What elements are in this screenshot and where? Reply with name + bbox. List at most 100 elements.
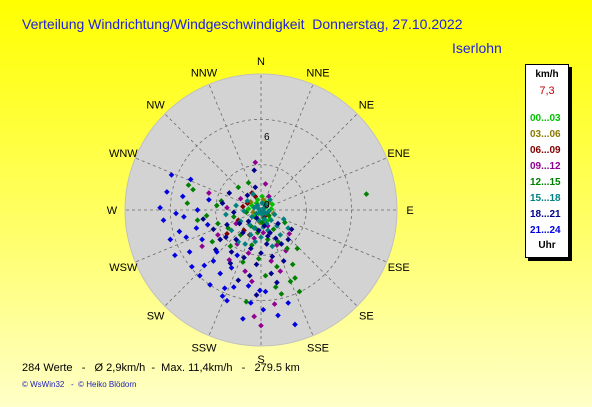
location-label: Iserlohn (452, 40, 502, 56)
data-point-s7-8 (230, 284, 237, 290)
data-point-s6-38 (223, 234, 229, 241)
data-point-s3-0 (260, 229, 267, 236)
data-point-s6-7 (263, 241, 270, 247)
data-point-s4-27 (292, 275, 298, 281)
data-point-s5-16 (247, 232, 254, 238)
data-point-s3-4 (268, 258, 275, 264)
data-point-s5-25 (277, 232, 284, 238)
legend-item-1: 03...06 (530, 129, 561, 140)
data-point-s7-36 (221, 285, 228, 292)
data-point-s6-3 (267, 229, 273, 236)
page-title: Verteilung Windrichtung/Windgeschwindigk… (22, 16, 463, 32)
data-point-s6-19 (227, 260, 234, 267)
data-point-s7-20 (262, 288, 269, 295)
data-point-s5-20 (233, 202, 239, 209)
data-point-s6-22 (246, 272, 253, 279)
legend-item-6: 18...21 (530, 209, 561, 220)
rose-spoke-2 (260, 113, 358, 211)
radial-tick-label-1: 6 (264, 132, 270, 143)
data-point-s5-37 (262, 210, 269, 217)
data-point-s4-6 (190, 186, 196, 193)
data-point-s4-26 (272, 284, 279, 290)
data-point-s3-15 (242, 268, 248, 275)
data-point-s5-39 (259, 200, 265, 207)
data-point-s3-17 (251, 313, 258, 320)
data-point-s7-10 (189, 263, 195, 270)
data-point-s3-13 (224, 204, 230, 211)
direction-label-sse: SSE (307, 343, 329, 355)
rose-spoke-7 (260, 209, 314, 336)
data-point-s5-10 (251, 225, 258, 231)
data-point-s4-33 (227, 243, 234, 250)
data-point-s3-3 (233, 220, 239, 227)
rose-spoke-14 (164, 113, 262, 211)
data-point-s3-10 (199, 243, 205, 250)
data-point-s7-0 (210, 258, 217, 264)
data-point-s4-2 (270, 226, 277, 233)
data-point-s4-18 (278, 291, 285, 297)
data-point-s7-33 (187, 176, 194, 183)
data-point-s7-3 (176, 228, 183, 235)
legend-unit: km/h (535, 69, 559, 80)
data-point-s7-5 (186, 249, 193, 255)
direction-label-n: N (257, 56, 265, 68)
data-point-s6-1 (261, 223, 268, 229)
rose-spoke-11 (135, 209, 262, 263)
data-point-s7-12 (157, 204, 163, 211)
data-point-s7-27 (179, 193, 186, 200)
data-point-s5-29 (223, 211, 229, 218)
data-point-s4-31 (266, 212, 272, 219)
direction-label-ssw: SSW (191, 343, 217, 355)
direction-label-nw: NW (146, 100, 165, 112)
data-point-s6-6 (233, 236, 239, 243)
direction-label-ese: ESE (388, 262, 410, 274)
data-point-s6-23 (200, 216, 207, 222)
data-point-s7-21 (260, 306, 267, 313)
data-point-s4-24 (215, 220, 221, 227)
direction-label-s: S (257, 354, 264, 366)
data-point-s6-21 (210, 226, 217, 233)
rose-spoke-9 (208, 209, 262, 336)
data-point-s6-35 (235, 277, 242, 284)
data-point-s6-27 (230, 209, 237, 216)
data-point-s7-32 (234, 252, 241, 259)
direction-label-w: W (107, 205, 118, 217)
direction-label-sw: SW (147, 310, 165, 322)
data-point-s3-18 (271, 301, 278, 307)
radial-tick-label-0: 0 (264, 200, 270, 211)
data-point-s6-31 (226, 190, 233, 196)
data-point-s5-26 (228, 227, 235, 234)
data-point-s4-8 (284, 245, 290, 252)
data-point-s7-22 (275, 312, 281, 319)
data-point-s5-30 (242, 241, 248, 247)
direction-label-se: SE (359, 310, 374, 322)
data-point-s6-16 (217, 236, 224, 243)
data-point-s4-9 (274, 263, 280, 270)
rose-spoke-1 (260, 84, 314, 211)
direction-label-ne: NE (359, 100, 374, 112)
data-point-s7-18 (228, 264, 235, 271)
data-point-s5-38 (251, 204, 258, 211)
data-point-s5-5 (266, 208, 272, 214)
data-point-s6-12 (258, 250, 264, 256)
data-point-s7-30 (224, 297, 230, 304)
data-point-s7-15 (194, 207, 201, 213)
data-point-s5-36 (255, 206, 262, 212)
data-point-s6-0 (253, 215, 260, 221)
data-point-s4-38 (275, 238, 281, 245)
data-point-s4-36 (363, 191, 370, 197)
current-speed: 7,3 (539, 85, 555, 97)
data-point-s5-4 (249, 213, 255, 220)
data-point-s4-19 (287, 278, 294, 285)
data-point-s6-26 (275, 220, 281, 227)
data-point-s6-8 (247, 245, 254, 252)
data-point-s6-18 (280, 258, 287, 264)
data-point-s4-35 (262, 272, 269, 279)
data-point-s7-25 (219, 293, 226, 299)
data-point-s6-13 (285, 236, 292, 243)
data-point-s5-1 (261, 216, 268, 222)
data-point-s6-14 (241, 254, 247, 261)
data-point-s4-3 (230, 213, 237, 220)
data-point-s3-14 (286, 230, 293, 237)
